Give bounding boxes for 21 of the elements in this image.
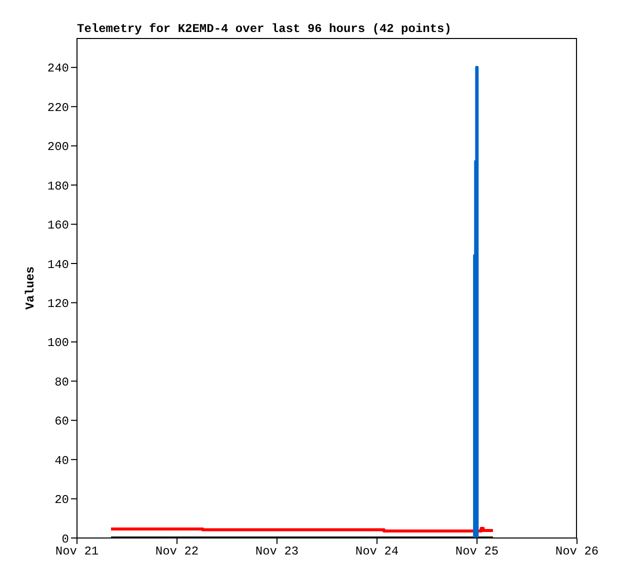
chart-title: Telemetry for K2EMD-4 over last 96 hours (42 points) (77, 22, 452, 36)
x-tick-label: Nov 21 (55, 544, 99, 559)
y-tick-label: 80 (54, 375, 69, 390)
x-tick-label: Nov 26 (555, 544, 599, 559)
y-tick-label: 180 (47, 179, 69, 194)
y-tick-label: 200 (47, 140, 69, 154)
x-tick-label: Nov 22 (155, 544, 199, 559)
y-tick-label: 160 (47, 218, 69, 233)
y-tick-label: 220 (47, 100, 69, 115)
x-tick-label: Nov 25 (455, 544, 499, 559)
y-tick-label: 40 (54, 454, 69, 468)
y-tick-label: 0 (62, 532, 69, 546)
y-tick-label: 140 (47, 258, 69, 272)
y-tick-label: 120 (47, 296, 69, 311)
x-tick-label: Nov 23 (255, 544, 299, 559)
x-tick-label: Nov 24 (355, 544, 399, 559)
y-tick-label: 100 (47, 336, 69, 350)
y-tick-label: 60 (54, 414, 69, 429)
y-tick-label: 240 (47, 62, 69, 76)
y-axis-title: Values (23, 266, 38, 310)
y-tick-label: 20 (54, 493, 69, 508)
